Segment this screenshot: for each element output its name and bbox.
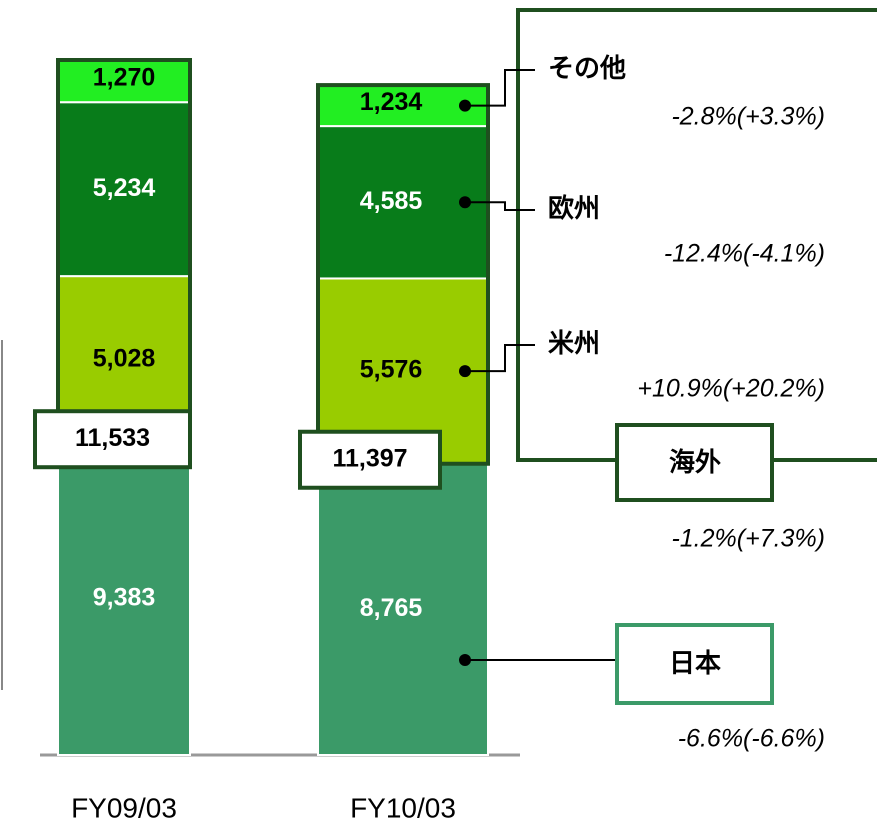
- total-box: [298, 429, 442, 490]
- data-label: 9,383: [93, 584, 156, 612]
- change-label: -6.6%(-6.6%): [678, 725, 825, 753]
- change-label: -1.2%(+7.3%): [671, 525, 825, 553]
- bar-segment: [57, 442, 191, 756]
- overseas-box: [615, 423, 774, 502]
- total-label: 11,397: [332, 444, 407, 472]
- data-label: 4,585: [360, 187, 423, 215]
- connector: [465, 201, 535, 211]
- region-label: 欧州: [548, 193, 600, 223]
- total-label: 11,533: [75, 424, 150, 452]
- data-label: 1,270: [93, 64, 156, 92]
- japan-box: [615, 623, 774, 705]
- total-box: [33, 409, 192, 470]
- region-label: 海外: [669, 447, 721, 477]
- region-label: その他: [548, 53, 626, 83]
- bar-segment: [317, 462, 489, 756]
- bar-segment: [57, 101, 191, 278]
- data-label: 5,576: [360, 356, 423, 384]
- connector: [465, 69, 535, 107]
- data-label: 5,234: [93, 174, 156, 202]
- x-tick-label: FY10/03: [350, 792, 456, 823]
- data-label: 5,028: [93, 344, 156, 372]
- change-label: -2.8%(+3.3%): [671, 103, 825, 131]
- data-label: 8,765: [360, 594, 423, 622]
- change-label: +10.9%(+20.2%): [637, 375, 825, 403]
- region-label: 米州: [548, 328, 600, 358]
- connector: [465, 344, 535, 373]
- change-label: -12.4%(-4.1%): [664, 240, 825, 268]
- x-tick-label: FY09/03: [71, 792, 177, 823]
- bar-segment: [57, 59, 191, 104]
- data-label: 1,234: [360, 88, 423, 116]
- region-label: 日本: [669, 648, 721, 678]
